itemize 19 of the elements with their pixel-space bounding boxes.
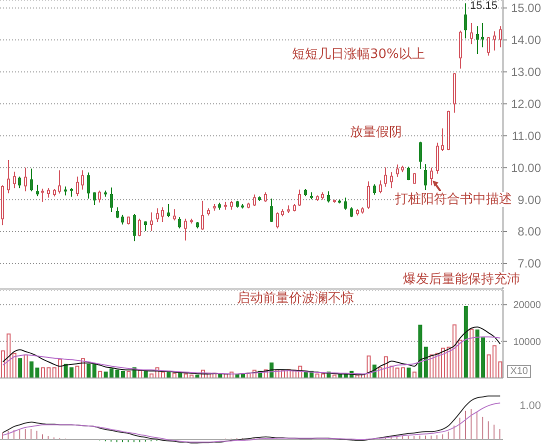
text: 1.00 [520,400,541,412]
y-tick-label: 12.00 [510,96,542,111]
y-tick-label: 20000 [513,300,542,312]
y-tick-label: 14.00 [510,33,542,48]
y-tick-label: 8.00 [518,224,542,239]
annotation: 爆发后量能保持充沛 [403,272,520,287]
y-tick-label: 10000 [513,336,542,348]
y-tick-label: 9.00 [518,192,542,207]
annotation: 启动前量价波澜不惊 [237,291,354,306]
annotation: 15.15 [470,0,498,12]
y-tick-label: 10.00 [510,160,542,175]
annotation: 放量假阴 [350,125,402,140]
text: X10 [507,365,531,378]
y-tick-label: 13.00 [510,65,542,80]
y-tick-label: 15.00 [510,1,542,16]
annotation: 打桩阳符合书中描述 [395,192,512,207]
annotation: 短短几日涨幅30%以上 [292,47,425,62]
y-tick-label: 7.00 [518,256,542,271]
y-tick-label: 11.00 [512,128,542,143]
